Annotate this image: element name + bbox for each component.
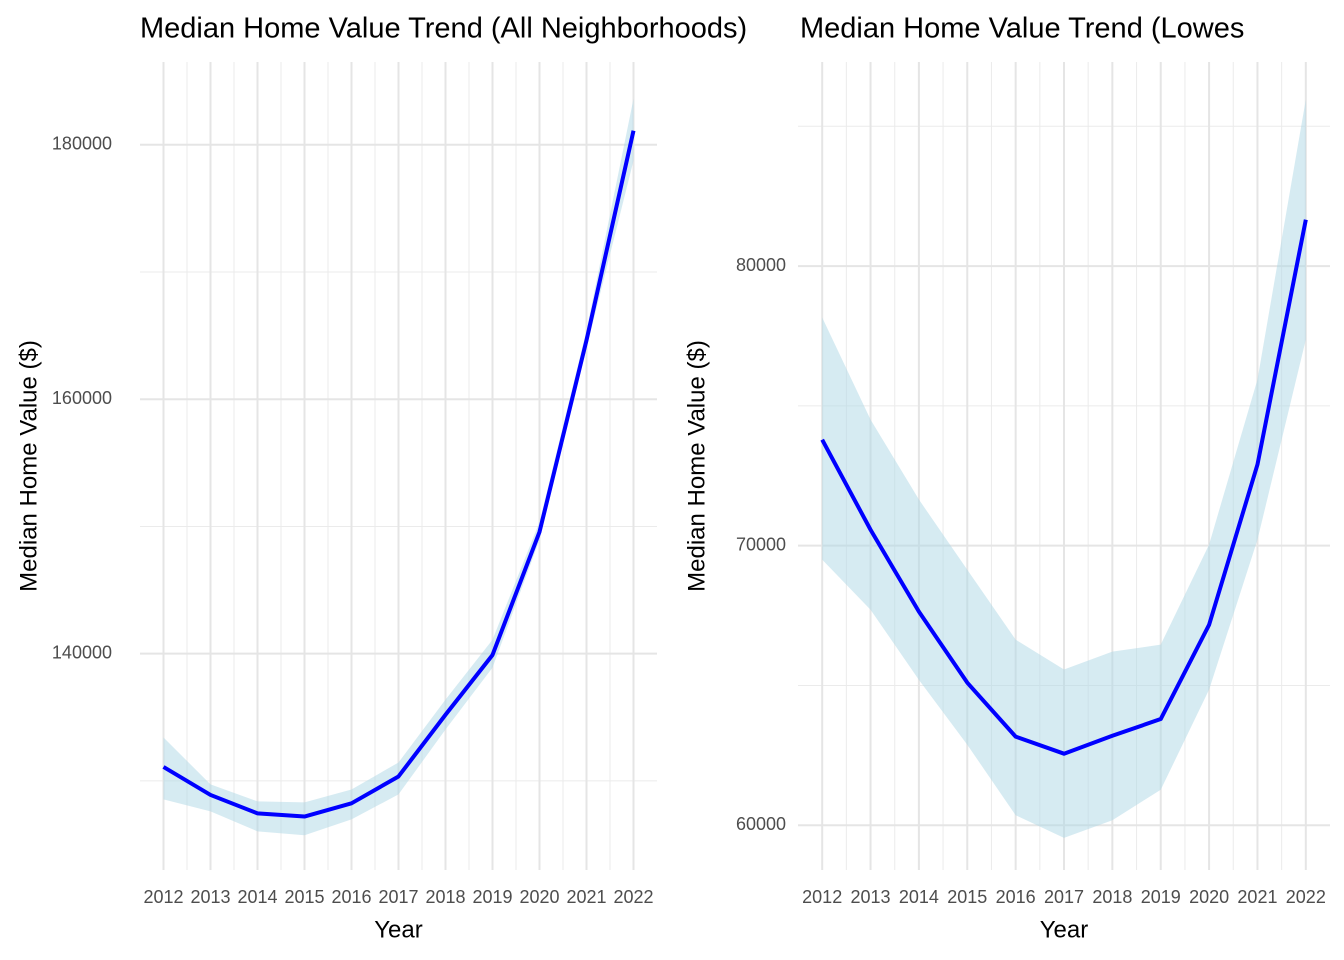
x-tick-label: 2014 bbox=[899, 887, 939, 907]
chart-title: Median Home Value Trend (All Neighborhoo… bbox=[140, 13, 747, 45]
x-tick-label: 2012 bbox=[802, 887, 842, 907]
y-tick-label: 140000 bbox=[52, 642, 112, 662]
trend-line bbox=[162, 130, 636, 819]
x-axis-label: Year bbox=[374, 916, 423, 943]
x-tick-label: 2022 bbox=[613, 887, 653, 907]
x-tick-label: 2015 bbox=[284, 887, 324, 907]
x-tick-label: 2016 bbox=[996, 887, 1036, 907]
y-axis-label: Median Home Value ($) bbox=[15, 340, 42, 592]
x-tick-label: 2013 bbox=[190, 887, 230, 907]
y-tick-label: 70000 bbox=[736, 534, 786, 554]
x-tick-label: 2015 bbox=[947, 887, 987, 907]
x-tick-label: 2018 bbox=[425, 887, 465, 907]
x-tick-label: 2017 bbox=[1044, 887, 1084, 907]
y-tick-label: 180000 bbox=[52, 133, 112, 153]
y-tick-label: 60000 bbox=[736, 814, 786, 834]
x-tick-label: 2020 bbox=[519, 887, 559, 907]
trend-line bbox=[820, 219, 1308, 756]
x-tick-label: 2021 bbox=[1237, 887, 1277, 907]
x-tick-label: 2020 bbox=[1189, 887, 1229, 907]
x-tick-label: 2012 bbox=[143, 887, 183, 907]
y-tick-label: 160000 bbox=[52, 388, 112, 408]
x-tick-label: 2019 bbox=[472, 887, 512, 907]
confidence-band bbox=[822, 99, 1306, 838]
y-tick-label: 80000 bbox=[736, 255, 786, 275]
chart-title: Median Home Value Trend (Lowes bbox=[800, 13, 1244, 45]
x-tick-label: 2017 bbox=[378, 887, 418, 907]
x-axis-label: Year bbox=[1040, 916, 1089, 943]
x-tick-label: 2022 bbox=[1286, 887, 1326, 907]
x-tick-label: 2016 bbox=[331, 887, 371, 907]
x-tick-label: 2013 bbox=[851, 887, 891, 907]
x-tick-label: 2019 bbox=[1141, 887, 1181, 907]
y-axis-label: Median Home Value ($) bbox=[683, 340, 710, 592]
x-tick-label: 2018 bbox=[1092, 887, 1132, 907]
x-tick-label: 2021 bbox=[566, 887, 606, 907]
x-tick-label: 2014 bbox=[237, 887, 277, 907]
